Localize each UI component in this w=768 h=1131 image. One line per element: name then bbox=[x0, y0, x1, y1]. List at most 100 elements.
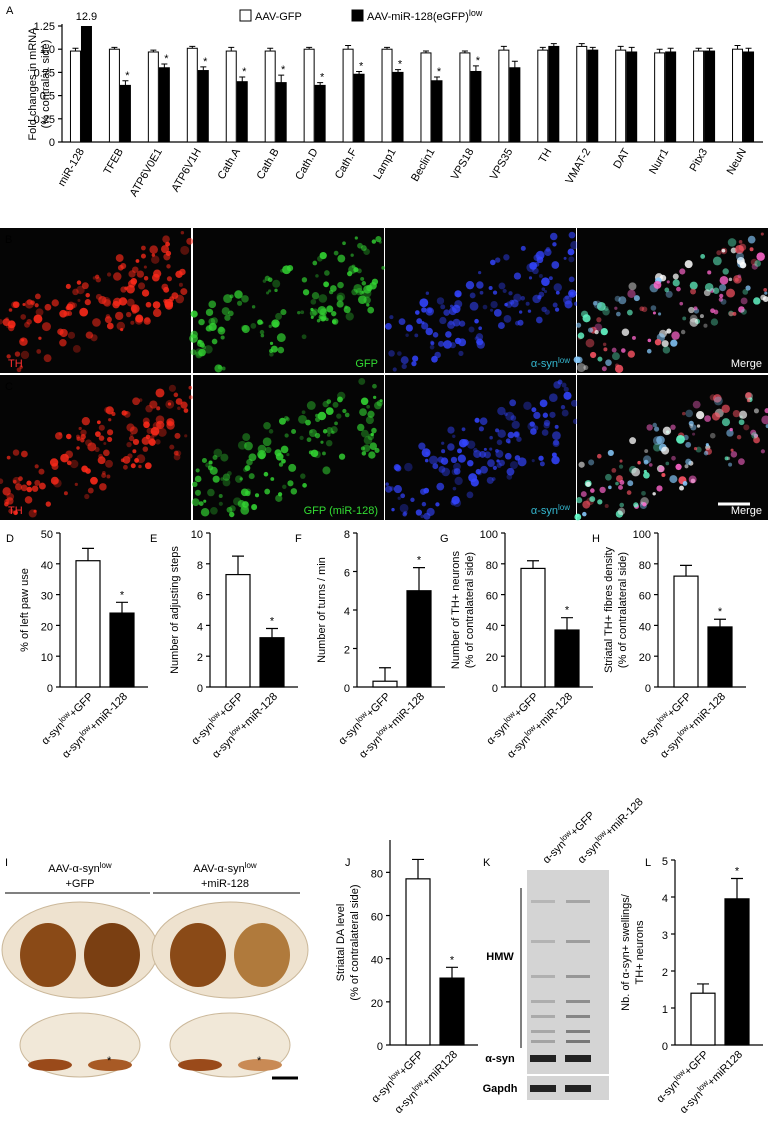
cell bbox=[745, 285, 751, 291]
cell bbox=[475, 333, 484, 341]
cell bbox=[661, 340, 669, 348]
cell bbox=[12, 301, 20, 308]
cell bbox=[719, 276, 729, 285]
significance: * bbox=[417, 555, 422, 567]
band bbox=[566, 1015, 590, 1018]
cell bbox=[94, 447, 100, 453]
cell bbox=[24, 496, 33, 504]
panel-letter: J bbox=[345, 857, 351, 869]
cell bbox=[568, 276, 575, 283]
cell bbox=[692, 400, 701, 409]
x-tick-label: Cath.B bbox=[255, 147, 282, 182]
x-tick-label: Lamp1 bbox=[371, 147, 398, 182]
cell bbox=[684, 464, 689, 469]
cell bbox=[67, 331, 76, 339]
cell bbox=[169, 444, 175, 450]
error-bar bbox=[656, 48, 663, 53]
cell bbox=[105, 406, 114, 415]
cell bbox=[643, 469, 647, 474]
cell bbox=[272, 279, 281, 288]
cell bbox=[6, 492, 15, 501]
cell bbox=[753, 297, 761, 305]
cell bbox=[107, 436, 113, 442]
cell bbox=[357, 295, 367, 304]
cell bbox=[487, 459, 495, 467]
cell bbox=[125, 311, 132, 318]
y-tick-label: 40 bbox=[371, 955, 383, 967]
cell bbox=[132, 449, 137, 454]
cell bbox=[696, 424, 701, 428]
significance: * bbox=[242, 66, 247, 78]
cell bbox=[212, 455, 218, 461]
cell bbox=[268, 289, 272, 293]
cell bbox=[366, 404, 370, 409]
cell bbox=[602, 308, 610, 316]
cell bbox=[278, 462, 284, 467]
cell bbox=[737, 274, 742, 279]
cell bbox=[670, 339, 678, 347]
cell bbox=[688, 306, 695, 314]
significance: * bbox=[398, 59, 403, 71]
error-bar bbox=[345, 44, 352, 50]
cell bbox=[266, 291, 270, 295]
cell bbox=[106, 474, 111, 479]
cell bbox=[439, 316, 447, 325]
cell bbox=[210, 506, 218, 515]
y-tick-label: 3 bbox=[662, 930, 668, 942]
cell bbox=[71, 302, 78, 308]
cell bbox=[78, 426, 82, 431]
cell bbox=[447, 443, 455, 451]
cell bbox=[578, 461, 585, 468]
cell bbox=[280, 309, 287, 316]
cell bbox=[453, 468, 461, 475]
cell bbox=[751, 432, 758, 439]
cell bbox=[676, 286, 681, 292]
cell bbox=[743, 424, 750, 431]
cell bbox=[504, 412, 508, 416]
bar bbox=[259, 637, 285, 688]
image-label: GFP bbox=[355, 358, 378, 370]
bar bbox=[743, 51, 755, 143]
y-tick-label: 2 bbox=[344, 645, 350, 657]
cell bbox=[358, 377, 366, 385]
cell bbox=[151, 430, 159, 437]
cell bbox=[319, 251, 327, 260]
cell bbox=[516, 436, 522, 442]
x-tick-label-part: +GFP bbox=[397, 1049, 426, 1078]
error-bar bbox=[379, 667, 391, 682]
cell bbox=[38, 482, 46, 490]
cell bbox=[277, 492, 283, 497]
error-bar bbox=[228, 46, 235, 52]
cell bbox=[14, 351, 21, 357]
cell bbox=[12, 476, 21, 485]
cell bbox=[476, 340, 485, 349]
error-bar bbox=[680, 564, 692, 577]
panel-letter: B bbox=[5, 234, 12, 246]
cell bbox=[505, 438, 511, 444]
panel-letter: K bbox=[483, 857, 491, 869]
cell bbox=[514, 455, 521, 461]
error-bar bbox=[539, 46, 546, 51]
significance: * bbox=[125, 70, 130, 82]
cell bbox=[257, 319, 263, 325]
cell bbox=[653, 426, 660, 432]
cell bbox=[20, 350, 30, 360]
cell bbox=[653, 281, 662, 289]
cell bbox=[336, 292, 346, 302]
cell bbox=[441, 449, 446, 454]
cell bbox=[149, 245, 158, 254]
cell bbox=[128, 435, 135, 442]
error-bar bbox=[617, 45, 624, 51]
error-bar bbox=[561, 617, 573, 631]
cell bbox=[410, 497, 415, 503]
cell bbox=[360, 429, 369, 438]
cell bbox=[137, 282, 146, 290]
panel-letter: F bbox=[295, 533, 302, 545]
cell bbox=[152, 308, 162, 318]
cell bbox=[689, 281, 698, 290]
cell bbox=[542, 412, 549, 418]
cell bbox=[81, 282, 89, 290]
cell bbox=[160, 245, 170, 254]
cell bbox=[621, 348, 626, 353]
